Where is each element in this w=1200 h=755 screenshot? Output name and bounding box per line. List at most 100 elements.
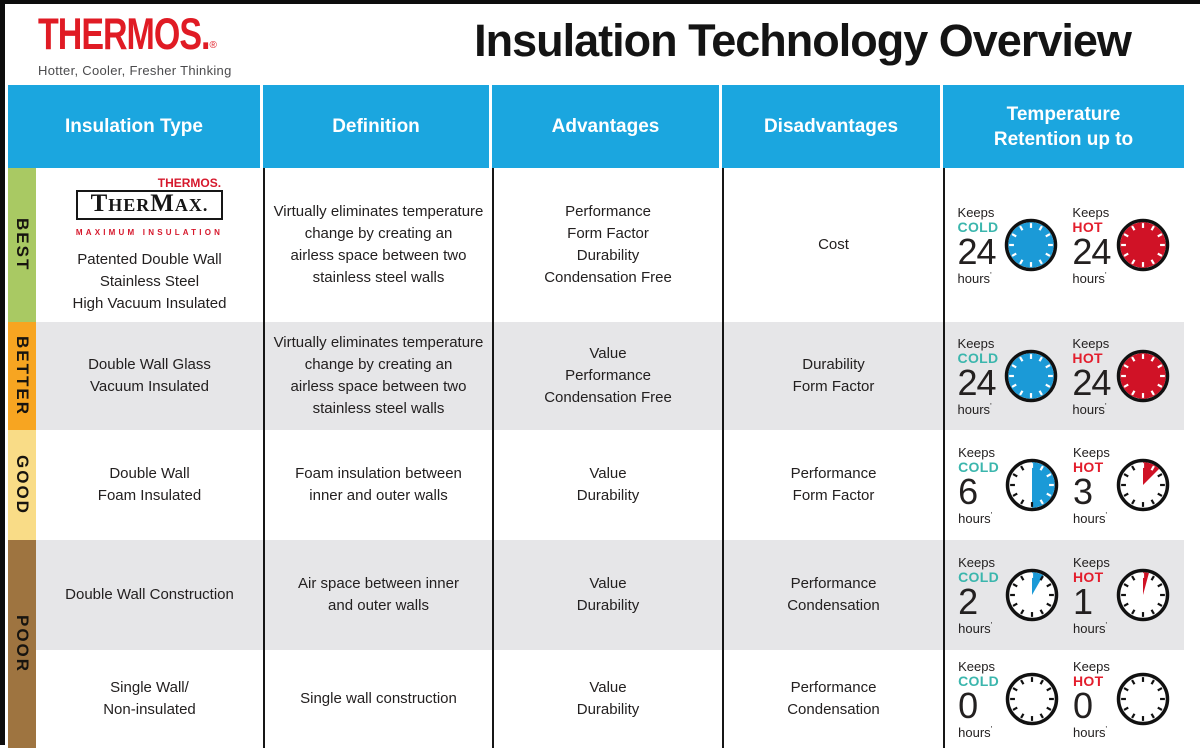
thermax-letters: HER — [108, 194, 151, 215]
keeps-cold-group: Keeps COLD 24 hours' — [958, 205, 1060, 286]
cold-hours-value: 24 — [957, 230, 997, 272]
footnote-mark: ' — [990, 270, 992, 280]
hot-label-block: Keeps HOT 1 hours' — [1073, 555, 1110, 636]
cold-label-block: Keeps COLD 0 hours' — [958, 659, 999, 740]
advantage-item: Value — [589, 345, 627, 362]
rating-label: POOR — [13, 614, 32, 674]
definition-line: inner and outer walls — [309, 487, 448, 504]
cold-clock-icon — [1005, 218, 1058, 272]
keeps-hot-group: Keeps HOT 3 hours' — [1073, 445, 1171, 526]
insulation-type-line: Patented Double Wall — [77, 250, 222, 268]
cell-insulation-type: Double Wall Glass Vacuum Insulated — [8, 322, 263, 430]
cold-label-block: Keeps COLD 24 hours' — [958, 205, 999, 286]
hot-hours-value: 1 — [1073, 580, 1093, 622]
advantage-item: Performance — [565, 203, 651, 220]
disadvantage-item: Durability — [802, 356, 865, 373]
advantage-item: Form Factor — [567, 225, 649, 242]
hot-label: HOT — [1072, 349, 1103, 366]
thermax-letter: M — [150, 189, 175, 217]
disadvantage-item: Performance — [790, 575, 877, 592]
cold-clock-icon — [1005, 458, 1059, 512]
thermax-period: . — [202, 194, 209, 215]
footnote-mark: ' — [1105, 620, 1108, 630]
advantage-item: Durability — [576, 597, 640, 614]
definition-line: Virtually eliminates temperature — [273, 203, 484, 220]
footnote-mark: ' — [1105, 510, 1108, 520]
footnote-mark: ' — [1104, 401, 1107, 411]
definition-line: stainless steel walls — [312, 269, 445, 286]
definition-line: airless space between two — [290, 378, 467, 395]
insulation-table: Insulation Type Definition Advantages Di… — [8, 85, 1184, 748]
cold-clock-icon — [1005, 672, 1059, 726]
advantage-item: Condensation Free — [544, 269, 672, 286]
rating-band-better: BETTER — [8, 322, 36, 430]
definition-line: Foam insulation between — [295, 465, 462, 482]
table-row: Double Wall Foam Insulated Foam insulation… — [8, 430, 1184, 540]
cell-advantages: Performance Form Factor Durability Condensa… — [492, 168, 722, 322]
definition-line: change by creating an — [304, 225, 453, 242]
cell-insulation-type: Double Wall Foam Insulated — [8, 430, 263, 540]
definition-line: stainless steel walls — [312, 400, 445, 417]
cell-definition: Single wall construction — [263, 650, 492, 748]
cold-hours-value: 6 — [958, 470, 978, 512]
cell-definition: Virtually eliminates temperature change b… — [263, 168, 492, 322]
insulation-type-line: High Vacuum Insulated — [72, 294, 227, 312]
table-row: THERMOS. THERMAX. MAXIMUM INSULATION Patent… — [8, 168, 1184, 322]
header-disadvantages: Disadvantages — [722, 85, 943, 168]
footnote-mark: ' — [990, 510, 993, 520]
thermax-thermos-wordmark: THERMOS. — [157, 175, 222, 190]
thermax-name-box: THERMAX. — [75, 189, 224, 220]
hours-unit: hours' — [1073, 620, 1108, 636]
cell-advantages: Value Durability — [492, 650, 722, 748]
hot-hours-value: 0 — [1073, 684, 1093, 726]
hot-clock-icon — [1117, 218, 1170, 272]
keeps-cold-group: Keeps COLD 0 hours' — [958, 659, 1060, 740]
table-header-row: Insulation Type Definition Advantages Di… — [8, 85, 1184, 168]
header-insulation-type: Insulation Type — [8, 85, 263, 168]
table-row: Double Wall Construction Air space betwee… — [8, 540, 1184, 650]
hot-label-block: Keeps HOT 24 hours' — [1072, 335, 1111, 417]
footnote-mark: ' — [990, 620, 993, 630]
hot-label-block: Keeps HOT 24 hours' — [1072, 205, 1111, 286]
disadvantage-item: Condensation — [787, 597, 880, 614]
cell-temperature-retention: Keeps COLD 0 hours' Keeps HOT 0 hours' — [943, 650, 1184, 748]
cell-definition: Virtually eliminates temperature change b… — [263, 322, 492, 430]
definition-line: airless space between two — [290, 247, 467, 264]
hot-hours-value: 3 — [1073, 470, 1093, 512]
table-row: Single Wall/Non-insulated Single wall con… — [8, 650, 1184, 748]
footnote-mark: ' — [990, 401, 992, 411]
keeps-label: Keeps — [958, 554, 995, 570]
thermax-logo: THERMOS. THERMAX. MAXIMUM INSULATION — [75, 175, 224, 244]
header-advantages: Advantages — [492, 85, 722, 168]
cell-advantages: Value Durability — [492, 540, 722, 650]
table-row: Double Wall Glass Vacuum Insulated Virtual… — [8, 322, 1184, 430]
cell-insulation-type: THERMOS. THERMAX. MAXIMUM INSULATION Patent… — [8, 168, 263, 322]
hot-hours-value: 24 — [1072, 361, 1111, 403]
hot-label-block: Keeps HOT 0 hours' — [1073, 659, 1110, 740]
cold-label-block: Keeps COLD 2 hours' — [958, 555, 999, 636]
registered-mark: ® — [209, 40, 217, 51]
cold-hours-value: 2 — [958, 580, 978, 622]
cell-definition: Air space between inner and outer walls — [263, 540, 492, 650]
definition-line: Single wall construction — [300, 690, 457, 707]
hot-hours-value: 24 — [1072, 230, 1111, 272]
cell-disadvantages: Performance Form Factor — [722, 430, 943, 540]
cell-temperature-retention: Keeps COLD 6 hours' Keeps HOT 3 hours' — [943, 430, 1184, 540]
footnote-mark: ' — [1105, 724, 1108, 734]
insulation-type-line: Non-insulated — [103, 701, 196, 718]
keeps-label: Keeps — [958, 444, 995, 460]
disadvantage-item: Form Factor — [792, 487, 875, 504]
hours-unit: hours' — [1073, 510, 1108, 526]
cell-disadvantages: Performance Condensation — [722, 540, 943, 650]
keeps-label: Keeps — [1072, 335, 1110, 351]
insulation-type-line: Double Wall — [109, 465, 190, 482]
advantage-item: Value — [589, 575, 627, 592]
hours-unit: hours' — [958, 724, 993, 740]
disadvantage-item: Performance — [790, 679, 877, 696]
definition-line: change by creating an — [304, 356, 453, 373]
rating-label: BETTER — [13, 336, 32, 416]
cell-temperature-retention: Keeps COLD 24 hours' Keeps HOT 24 hours' — [943, 322, 1184, 430]
hot-clock-icon — [1116, 672, 1170, 726]
keeps-label: Keeps — [957, 335, 995, 351]
cold-label: COLD — [957, 218, 999, 235]
